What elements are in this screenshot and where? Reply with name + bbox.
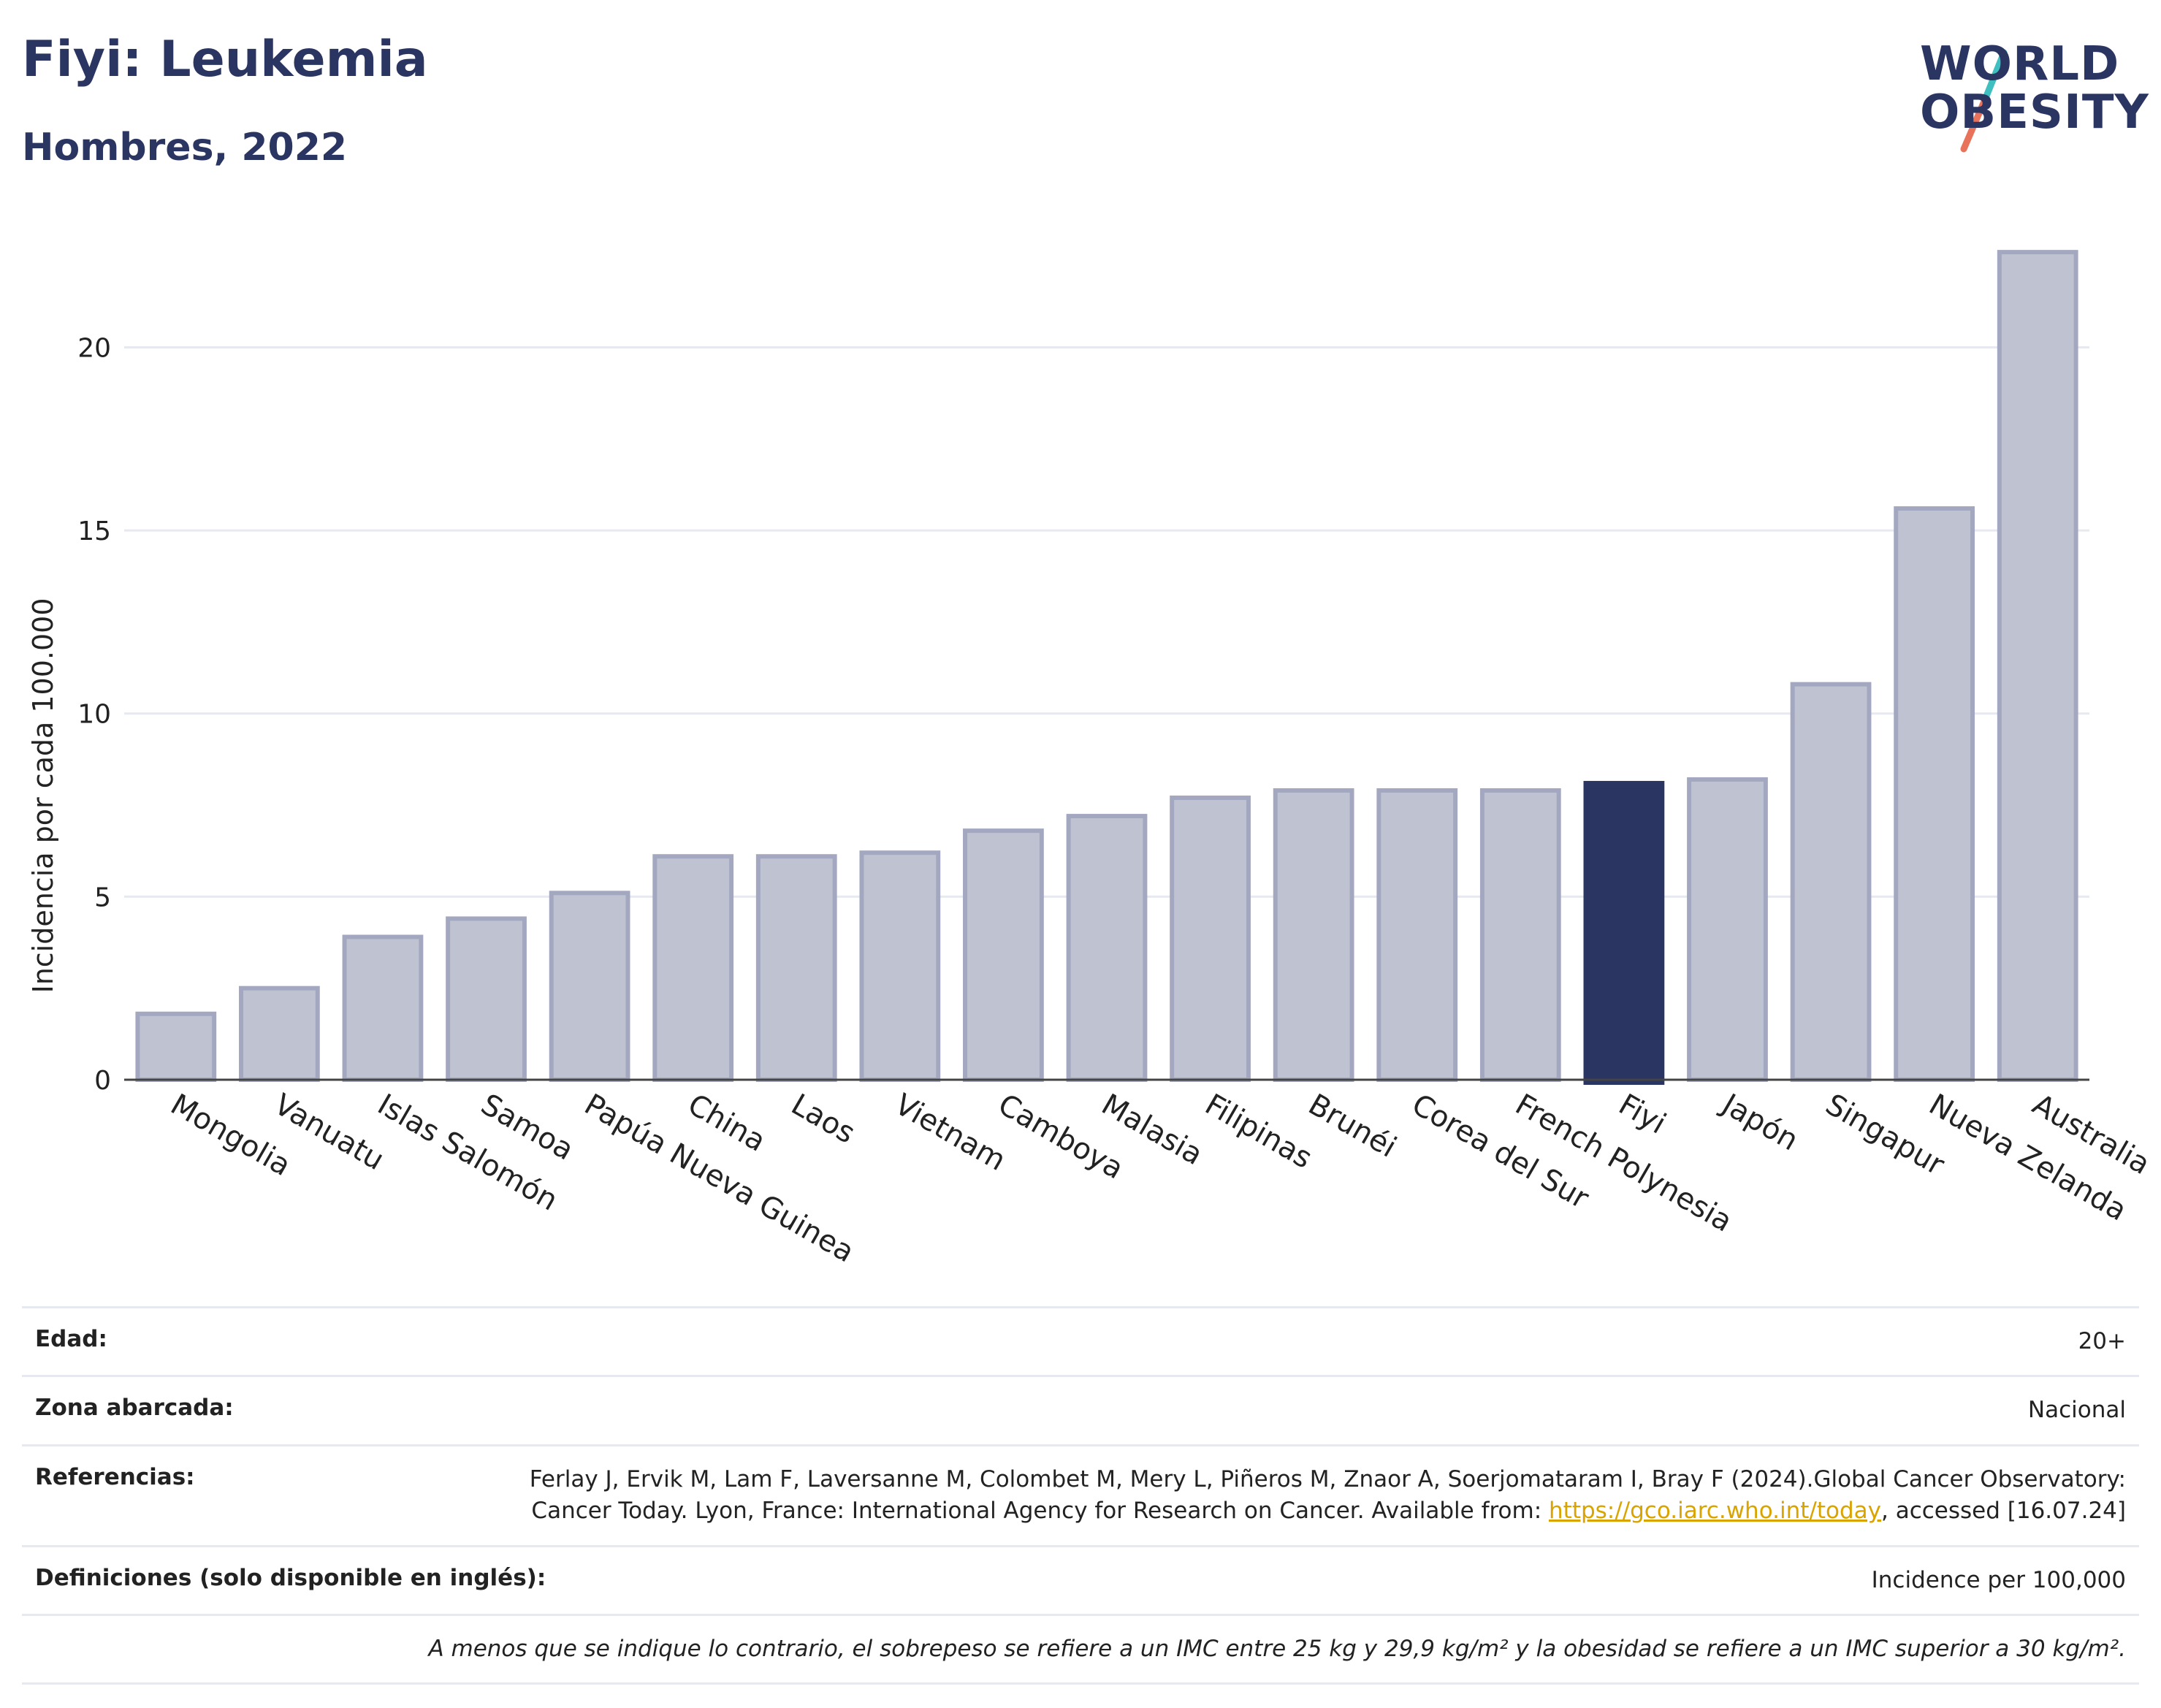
- bar: [549, 891, 630, 1082]
- references-label: Referencias:: [35, 1463, 195, 1490]
- world-obesity-logo[interactable]: WORLD OBESITY: [1913, 32, 2149, 156]
- x-tick-label: Fiyi: [1613, 1088, 1672, 1141]
- references-text: Ferlay J, Ervik M, Lam F, Laversanne M, …: [529, 1465, 2126, 1525]
- bar: [342, 934, 424, 1082]
- logo-slash-icon: [1960, 49, 2008, 153]
- y-tick-label: 10: [77, 700, 111, 730]
- x-tick-label: Filipinas: [1200, 1088, 1318, 1175]
- y-tick-label: 15: [77, 516, 111, 546]
- bar: [1066, 814, 1148, 1082]
- meta-row-zone: Zona abarcada: Nacional: [22, 1375, 2139, 1444]
- meta-row-age: Edad: 20+: [22, 1306, 2139, 1375]
- bar: [135, 1011, 217, 1083]
- bar: [1170, 796, 1251, 1082]
- logo-line2: OBESITY: [1920, 85, 2149, 140]
- bar: [1376, 788, 1458, 1082]
- age-label: Edad:: [35, 1326, 107, 1352]
- meta-row-note: A menos que se indique lo contrario, el …: [22, 1613, 2139, 1685]
- definitions-value: Incidence per 100,000: [1871, 1566, 2126, 1593]
- age-value: 20+: [2078, 1328, 2126, 1354]
- page-title: Fiyi: Leukemia: [22, 31, 428, 88]
- y-tick-label: 5: [94, 882, 111, 912]
- y-tick-label: 20: [77, 333, 111, 363]
- x-tick-label: Laos: [785, 1088, 861, 1151]
- metadata-table: Edad: 20+ Zona abarcada: Nacional Refere…: [22, 1306, 2139, 1685]
- bar: [1687, 777, 1768, 1083]
- y-tick-label: 0: [94, 1066, 111, 1096]
- bar: [1479, 788, 1561, 1082]
- bar: [238, 985, 320, 1083]
- references-accessed: , accessed [16.07.24]: [1880, 1498, 2126, 1525]
- zone-label: Zona abarcada:: [35, 1395, 234, 1422]
- y-axis-label: Incidencia por cada 100.000: [27, 598, 59, 993]
- references-value: Ferlay J, Ervik M, Lam F, Laversanne M, …: [519, 1464, 2126, 1528]
- x-tick-label: Japón: [1715, 1086, 1804, 1157]
- bar: [446, 916, 527, 1083]
- x-tick-label: Brunéi: [1303, 1088, 1402, 1164]
- page-subtitle: Hombres, 2022: [22, 126, 348, 169]
- bar: [1894, 506, 1975, 1082]
- zone-value: Nacional: [2027, 1397, 2126, 1424]
- meta-row-definitions: Definiciones (solo disponible en inglés)…: [22, 1544, 2139, 1614]
- logo-line1: WORLD: [1920, 37, 2120, 91]
- bar: [963, 828, 1044, 1083]
- x-tick-label: Singapur: [1820, 1088, 1950, 1183]
- references-link[interactable]: https://gco.iarc.who.int/today: [1549, 1498, 1881, 1525]
- bar: [859, 850, 941, 1082]
- bar: [1790, 682, 1872, 1082]
- meta-row-references: Referencias: Ferlay J, Ervik M, Lam F, L…: [22, 1444, 2139, 1545]
- bar: [1273, 788, 1354, 1082]
- bar: [652, 854, 734, 1083]
- footnote: A menos que se indique lo contrario, el …: [428, 1635, 2126, 1662]
- bar: [1583, 780, 1665, 1085]
- bar: [755, 854, 837, 1083]
- definitions-label: Definiciones (solo disponible en inglés)…: [35, 1564, 546, 1591]
- x-tick-label: Islas Salomón: [372, 1088, 563, 1218]
- x-tick-label: Vietnam: [889, 1088, 1011, 1178]
- x-tick-label: Corea del Sur: [1406, 1088, 1595, 1216]
- bar: [1997, 250, 2078, 1083]
